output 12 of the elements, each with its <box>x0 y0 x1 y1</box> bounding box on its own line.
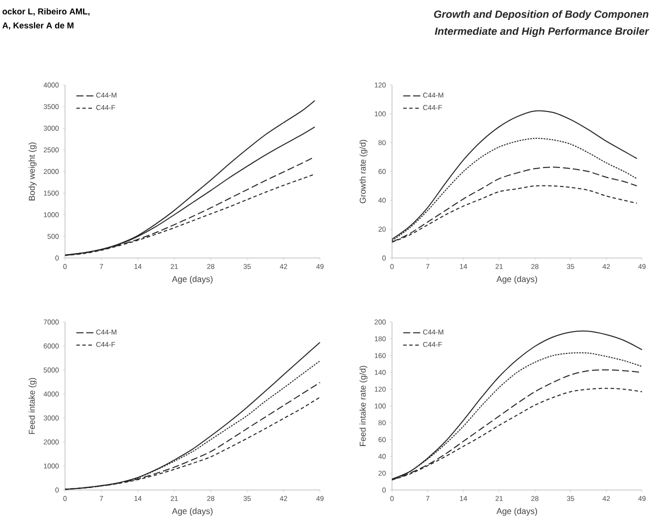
text: A, Kessler A de M <box>2 22 74 30</box>
y-axis-title: Feed intake (g) <box>28 378 37 434</box>
x-axis-title: Age (days) <box>172 508 213 516</box>
y-axis-title: Body weight (g) <box>28 142 37 200</box>
x-axis-title: Age (days) <box>496 276 538 284</box>
y-axis-title: Growth rate (g/d) <box>360 140 368 204</box>
text: Intermediate and High Performance Broiler <box>434 27 650 37</box>
text: ockor L, Ribeiro AML, <box>2 8 90 16</box>
y-axis-title: Feed intake rate (g/d) <box>360 366 368 446</box>
text: Growth and Deposition of Body Componen <box>434 10 648 20</box>
x-axis-title: Age (days) <box>172 276 213 284</box>
x-axis-title: Age (days) <box>496 508 538 516</box>
